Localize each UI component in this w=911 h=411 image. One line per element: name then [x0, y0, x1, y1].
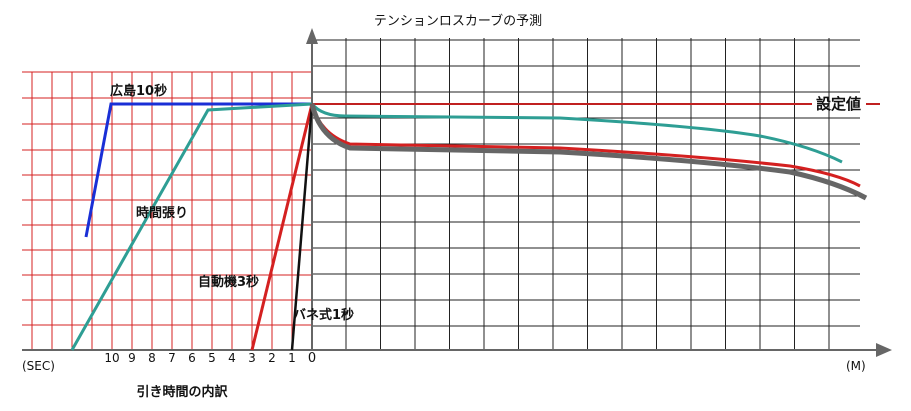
left-tick-label: 2 [268, 351, 276, 365]
chart-title: テンションロスカーブの予測 [374, 13, 542, 29]
tension-curve-red [310, 103, 861, 188]
series-line-time-tension [70, 102, 313, 351]
left-tick-label: 9 [128, 351, 136, 365]
y-axis-arrow [306, 28, 318, 44]
left-tick-label: 7 [168, 351, 176, 365]
curves [70, 102, 868, 351]
bottom-label: 引き時間の内訳 [136, 384, 228, 400]
left-tick-label: 5 [208, 351, 216, 365]
right-axis-unit: (M) [846, 359, 866, 373]
left-tick-labels: 10 9 8 7 6 5 4 3 2 1 [104, 351, 295, 365]
series-line-hiroshima [84, 102, 312, 238]
x-axis-arrow [876, 343, 892, 357]
label-hiroshima: 広島10秒 [110, 83, 167, 99]
left-axis-unit: (SEC) [22, 359, 55, 373]
label-time-tension: 時間張り [136, 205, 188, 221]
label-spring-type: バネ式1秒 [293, 307, 354, 323]
series-line-spring-type [290, 103, 314, 351]
series-line-auto-machine [250, 103, 314, 351]
tension-curve-teal [310, 102, 843, 164]
axes [22, 28, 892, 357]
setpoint-label: 設定値 [816, 95, 861, 113]
left-tick-label: 4 [228, 351, 236, 365]
right-grid [312, 38, 860, 350]
tension-curve-gray [309, 103, 868, 201]
label-auto-machine: 自動機3秒 [198, 274, 259, 290]
left-grid [22, 71, 312, 350]
left-tick-label: 10 [104, 351, 119, 365]
left-tick-label: 8 [148, 351, 156, 365]
left-tick-label: 3 [248, 351, 256, 365]
left-tick-label: 6 [188, 351, 196, 365]
left-tick-label: 1 [288, 351, 296, 365]
origin-label: 0 [308, 351, 316, 366]
